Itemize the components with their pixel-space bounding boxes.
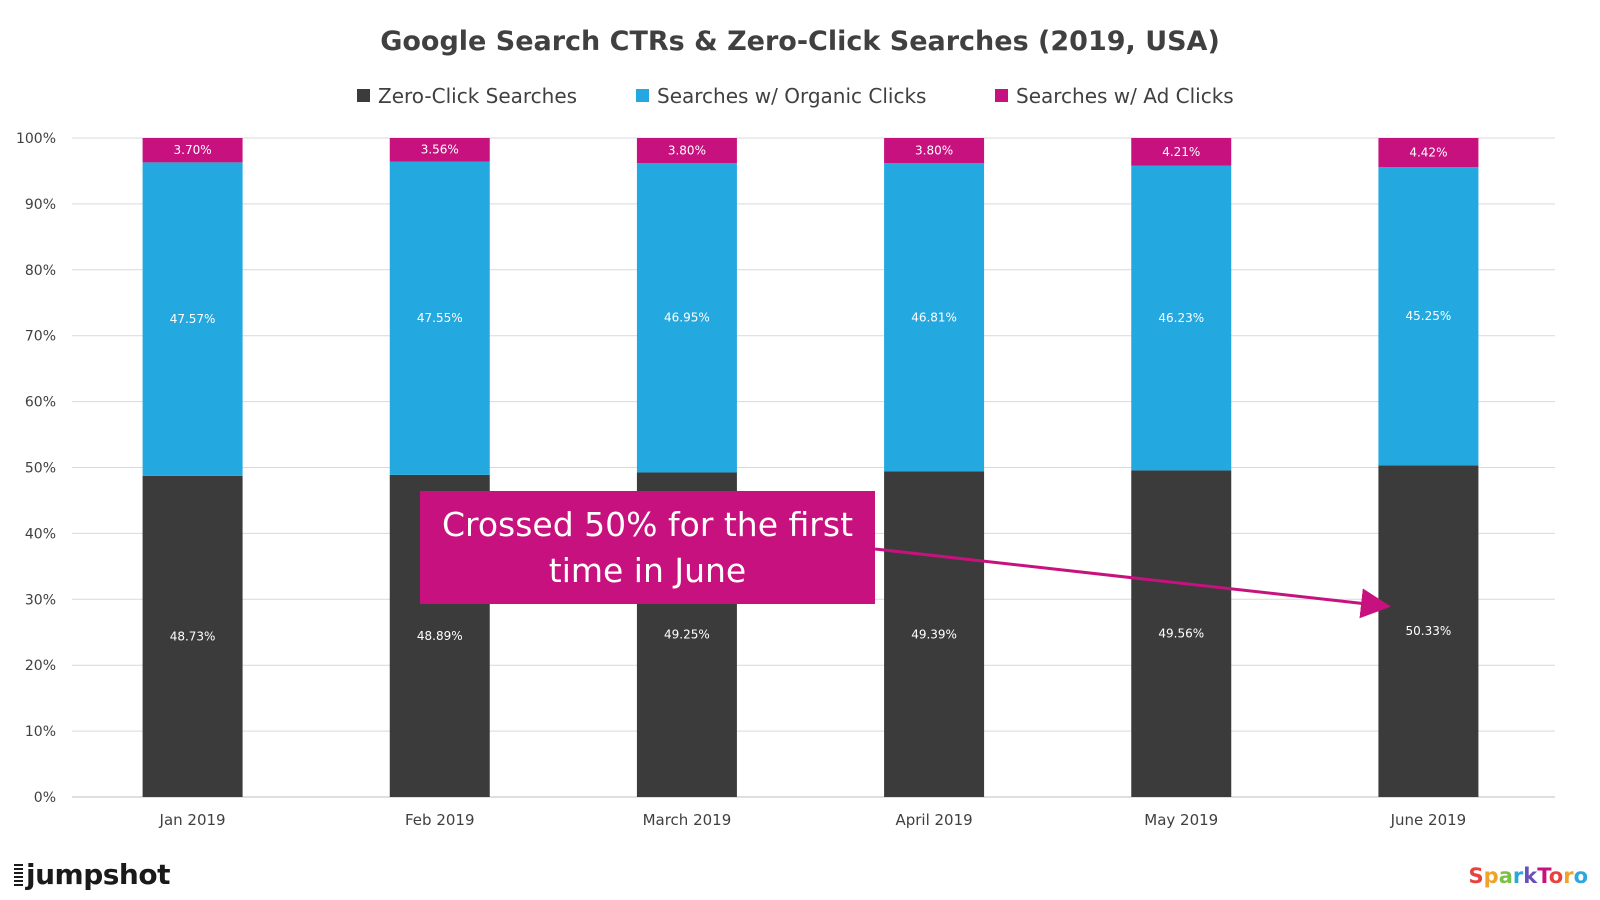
gridlines xyxy=(72,137,1555,798)
y-tick-label: 100% xyxy=(16,131,56,147)
bar-segment xyxy=(884,163,985,472)
bar-segment xyxy=(142,162,243,476)
jumpshot-logo: jumpshot xyxy=(14,858,170,891)
x-tick-label: May 2019 xyxy=(1144,811,1218,829)
data-label: 3.56% xyxy=(421,143,459,157)
data-label: 46.95% xyxy=(664,311,710,325)
bar-segment xyxy=(884,471,985,797)
data-label: 3.80% xyxy=(668,144,706,158)
bar-segment xyxy=(636,138,737,164)
y-tick-label: 20% xyxy=(25,658,56,674)
data-label: 49.39% xyxy=(911,627,957,641)
data-label: 46.23% xyxy=(1158,311,1204,325)
legend-label: Zero-Click Searches xyxy=(378,84,577,108)
x-tick-label: March 2019 xyxy=(643,811,732,829)
data-label: 4.42% xyxy=(1409,146,1447,160)
x-tick-label: June 2019 xyxy=(1390,811,1467,829)
bar-segment xyxy=(389,161,490,475)
y-tick-label: 70% xyxy=(25,329,56,345)
y-tick-label: 80% xyxy=(25,263,56,279)
data-label: 50.33% xyxy=(1406,624,1452,638)
data-label: 49.56% xyxy=(1158,627,1204,641)
bar-segment xyxy=(142,475,243,797)
data-label: 4.21% xyxy=(1162,145,1200,159)
x-tick-label: April 2019 xyxy=(895,811,972,829)
data-label: 3.80% xyxy=(915,144,953,158)
data-label: 48.73% xyxy=(170,629,216,643)
bar-segment xyxy=(1131,138,1232,166)
bar-segment xyxy=(884,138,985,164)
y-tick-label: 90% xyxy=(25,197,56,213)
bar-segment xyxy=(636,163,737,473)
chart-legend: Zero-Click Searches Searches w/ Organic C… xyxy=(357,84,1234,108)
bar-segment xyxy=(1378,167,1479,466)
bar-segment xyxy=(1131,470,1232,797)
y-tick-label: 10% xyxy=(25,724,56,740)
x-tick-label: Jan 2019 xyxy=(159,811,226,829)
annotation-callout: Crossed 50% for the first time in June xyxy=(420,491,875,604)
data-label: 45.25% xyxy=(1406,309,1452,323)
data-label: 49.25% xyxy=(664,628,710,642)
x-tick-label: Feb 2019 xyxy=(405,811,475,829)
y-tick-label: 0% xyxy=(34,790,56,806)
y-tick-label: 50% xyxy=(25,461,56,477)
data-label: 48.89% xyxy=(417,629,463,643)
y-tick-label: 40% xyxy=(25,526,56,542)
y-axis: 0% 10% 20% 30% 40% 50% 60% 70% 80% 90% 100% xyxy=(16,131,56,806)
jumpshot-mark-icon xyxy=(14,864,23,886)
legend-label: Searches w/ Ad Clicks xyxy=(1016,84,1234,108)
chart-title: Google Search CTRs & Zero-Click Searches… xyxy=(380,26,1220,57)
y-tick-label: 30% xyxy=(25,592,56,608)
bar-segment xyxy=(1378,465,1479,797)
sparktoro-logo: SparkToro xyxy=(1468,864,1588,888)
bar-segment xyxy=(142,138,243,163)
legend-swatch xyxy=(636,89,649,102)
x-axis: Jan 2019 Feb 2019 March 2019 April 2019 May … xyxy=(159,811,1467,829)
y-tick-label: 60% xyxy=(25,395,56,411)
data-label: 47.57% xyxy=(170,312,216,326)
legend-swatch xyxy=(995,89,1008,102)
legend-swatch xyxy=(357,89,370,102)
legend-label: Searches w/ Organic Clicks xyxy=(657,84,926,108)
data-label: 46.81% xyxy=(911,310,957,324)
bar-segment xyxy=(389,138,490,162)
data-label: 3.70% xyxy=(174,143,212,157)
bar-segment xyxy=(1378,138,1479,168)
jumpshot-logo-text: jumpshot xyxy=(26,858,170,891)
bar-segment xyxy=(1131,165,1232,471)
data-label: 47.55% xyxy=(417,311,463,325)
annotation-arrow xyxy=(874,547,1391,619)
